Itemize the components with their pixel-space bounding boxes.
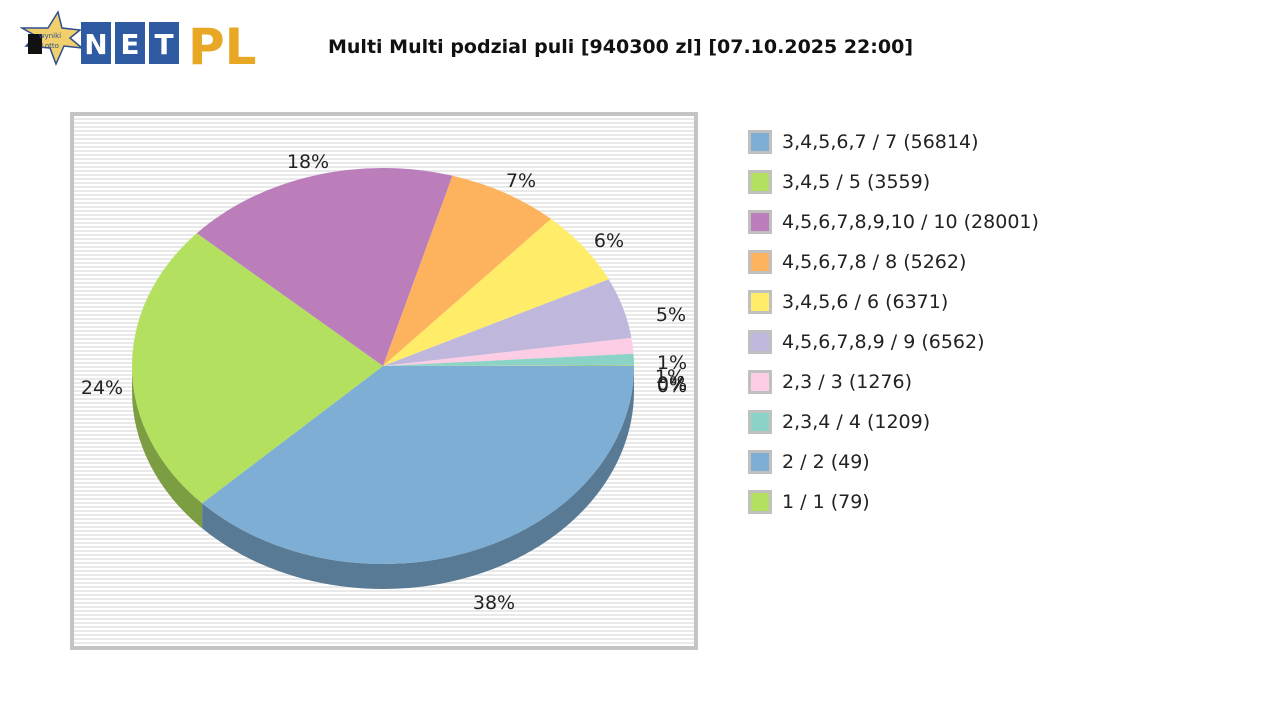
legend-item: 2,3,4 / 4 (1209) xyxy=(748,402,1039,442)
pie-slice[interactable] xyxy=(383,218,609,366)
legend-item: 3,4,5,6,7 / 7 (56814) xyxy=(748,122,1039,162)
pie-chart: 38%24%18%7%6%5%1%1%0%0% xyxy=(81,151,687,614)
legend-label: 3,4,5 / 5 (3559) xyxy=(782,171,931,193)
legend-swatch xyxy=(748,410,772,434)
legend-item: 2,3 / 3 (1276) xyxy=(748,362,1039,402)
legend-item: 4,5,6,7,8,9,10 / 10 (28001) xyxy=(748,202,1039,242)
pie-slice-label: 6% xyxy=(594,230,624,252)
legend-swatch xyxy=(748,210,772,234)
pie-slice-label: 1% xyxy=(657,352,687,374)
legend-label: 4,5,6,7,8,9,10 / 10 (28001) xyxy=(782,211,1039,233)
pie-slice-side xyxy=(202,366,634,589)
pie-slice[interactable] xyxy=(383,353,634,366)
pie-slice-side xyxy=(132,366,203,529)
legend-swatch xyxy=(748,330,772,354)
legend-swatch xyxy=(748,290,772,314)
legend-label: 4,5,6,7,8,9 / 9 (6562) xyxy=(782,331,985,353)
legend-item: 2 / 2 (49) xyxy=(748,442,1039,482)
legend-label: 3,4,5,6 / 6 (6371) xyxy=(782,291,949,313)
legend: 3,4,5,6,7 / 7 (56814) 3,4,5 / 5 (3559) 4,5… xyxy=(748,122,1039,522)
legend-swatch xyxy=(748,370,772,394)
logo-e: E xyxy=(120,28,139,61)
legend-swatch xyxy=(748,130,772,154)
pie-slice-label: 24% xyxy=(81,377,123,399)
legend-swatch xyxy=(748,250,772,274)
legend-item: 3,4,5,6 / 6 (6371) xyxy=(748,282,1039,322)
logo-n: N xyxy=(84,28,107,61)
logo-t: T xyxy=(154,28,173,61)
netpl-logo[interactable]: wyniki Lotto N E T PL xyxy=(19,10,265,76)
logo-badge-line2: Lotto xyxy=(41,42,59,50)
pie-slice[interactable] xyxy=(383,364,634,366)
pie-slice[interactable] xyxy=(131,233,383,504)
legend-label: 3,4,5,6,7 / 7 (56814) xyxy=(782,131,979,153)
logo-t-box xyxy=(149,22,179,64)
pie-slice[interactable] xyxy=(383,175,552,366)
pie-slice-label: 7% xyxy=(506,170,536,192)
pie-slice[interactable] xyxy=(196,168,453,366)
legend-swatch xyxy=(748,450,772,474)
logo-n-box xyxy=(81,22,111,64)
pie-slice-label: 0% xyxy=(657,375,687,397)
pie-slice-label: 5% xyxy=(656,304,686,326)
logo-dark-block xyxy=(28,34,42,54)
pie-slice-label: 38% xyxy=(473,592,515,614)
pie-slice[interactable] xyxy=(383,279,632,366)
chart-title: Multi Multi podzial puli [940300 zl] [07… xyxy=(328,36,914,58)
star-icon xyxy=(19,10,85,66)
legend-label: 1 / 1 (79) xyxy=(782,491,870,513)
legend-label: 4,5,6,7,8 / 8 (5262) xyxy=(782,251,967,273)
legend-label: 2,3,4 / 4 (1209) xyxy=(782,411,931,433)
pie-slice[interactable] xyxy=(383,337,634,366)
legend-item: 1 / 1 (79) xyxy=(748,482,1039,522)
legend-label: 2 / 2 (49) xyxy=(782,451,870,473)
legend-item: 4,5,6,7,8 / 8 (5262) xyxy=(748,242,1039,282)
legend-swatch xyxy=(748,490,772,514)
pie-slice[interactable] xyxy=(202,366,634,564)
legend-swatch xyxy=(748,170,772,194)
logo-badge-line1: wyniki xyxy=(39,32,61,40)
pie-slice-label: 0% xyxy=(657,373,687,395)
plot-area: 38% 24% 18% 7% 6% 5% 1% 1% 0% 0% xyxy=(70,112,698,650)
pie-slice-label: 1% xyxy=(655,366,685,388)
legend-item: 4,5,6,7,8,9 / 9 (6562) xyxy=(748,322,1039,362)
pie-slice[interactable] xyxy=(383,365,634,366)
logo-e-box xyxy=(115,22,145,64)
legend-item: 3,4,5 / 5 (3559) xyxy=(748,162,1039,202)
legend-label: 2,3 / 3 (1276) xyxy=(782,371,913,393)
logo-graphic: wyniki Lotto N E T PL xyxy=(19,10,257,76)
pie-slice-label: 18% xyxy=(287,151,329,173)
logo-pl: PL xyxy=(188,18,257,72)
